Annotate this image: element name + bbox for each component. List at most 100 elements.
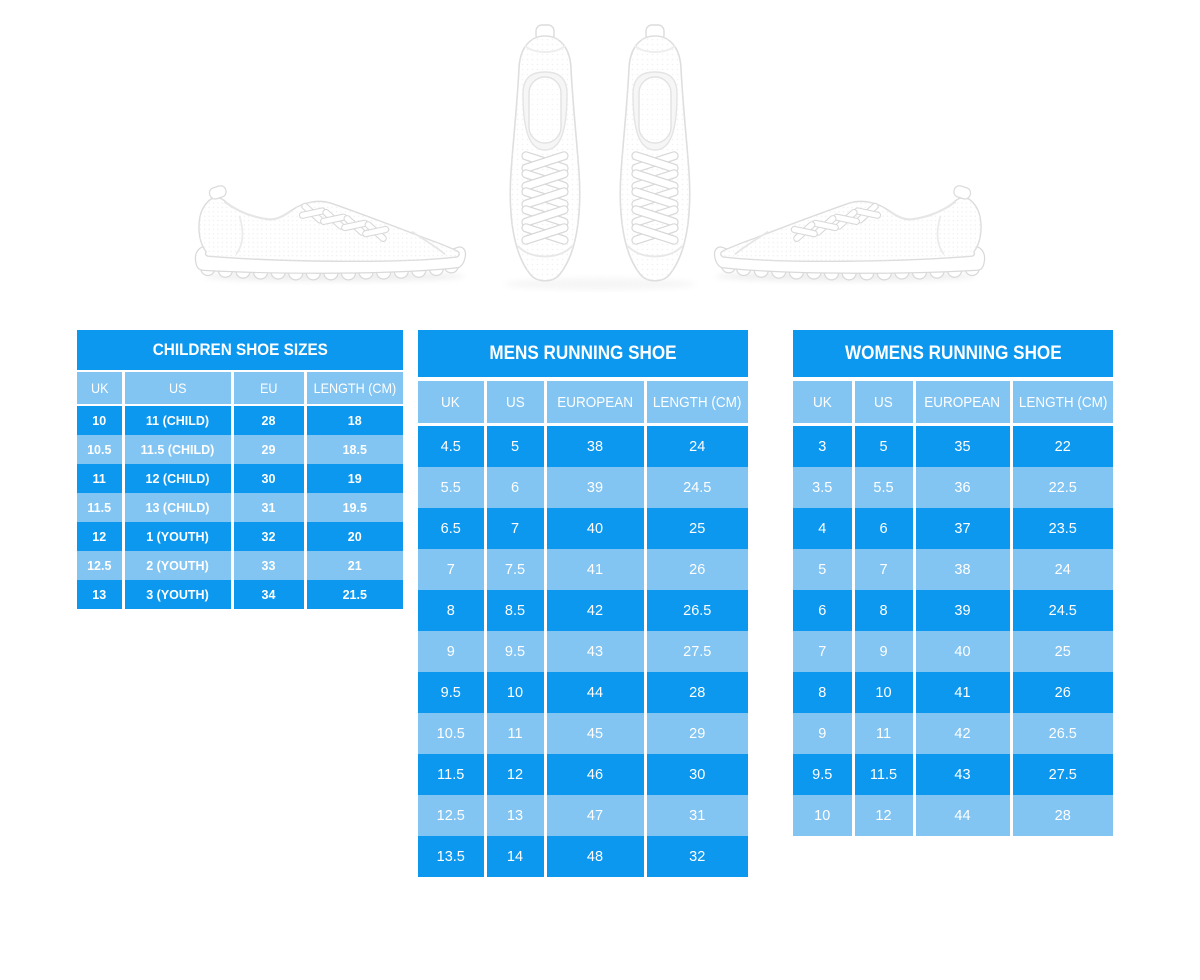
column-header-european: EUROPEAN — [912, 381, 1011, 426]
table-cell: 3.5 — [793, 467, 853, 508]
table-cell: 26.5 — [643, 590, 748, 631]
table-cell: 7 — [851, 549, 914, 590]
table-row: 11 12 (CHILD) 30 19 — [77, 464, 403, 493]
table-cell: 13 (CHILD) — [121, 493, 232, 522]
table-row: 10.5 11 45 29 — [418, 713, 748, 754]
table-cell: 28 — [1009, 795, 1113, 836]
table-row: 10 11 (CHILD) 28 18 — [77, 405, 403, 435]
table-cell: 5.5 — [418, 467, 485, 508]
table-cell: 5 — [851, 424, 914, 467]
table-cell: 10 — [77, 405, 123, 435]
table-cell: 30 — [230, 464, 305, 493]
table-row: 4 6 37 23.5 — [793, 508, 1113, 549]
table-cell: 22 — [1009, 424, 1113, 467]
left-shoe-image — [185, 155, 475, 295]
table-cell: 40 — [543, 508, 645, 549]
column-header-us: US — [483, 381, 545, 426]
table-cell: 9 — [418, 631, 485, 672]
table-row: 9 9.5 43 27.5 — [418, 631, 748, 672]
table-cell: 36 — [912, 467, 1011, 508]
table-cell: 48 — [543, 836, 645, 877]
table-cell: 33 — [230, 551, 305, 580]
column-header-european: EUROPEAN — [543, 381, 645, 426]
column-header-length: LENGTH (CM) — [303, 372, 403, 406]
table-cell: 11.5 — [77, 493, 123, 522]
table-title-text: MENS RUNNING SHOE — [489, 342, 677, 364]
table-cell: 29 — [230, 435, 305, 464]
table-cell: 21.5 — [303, 580, 403, 609]
table-cell: 31 — [643, 795, 748, 836]
column-header-uk: UK — [77, 372, 123, 406]
table-cell: 5.5 — [851, 467, 914, 508]
table-cell: 44 — [543, 672, 645, 713]
table-cell: 27.5 — [643, 631, 748, 672]
table-row: 6.5 7 40 25 — [418, 508, 748, 549]
table-cell: 32 — [643, 836, 748, 877]
table-cell: 7 — [793, 631, 853, 672]
table-cell: 19 — [303, 464, 403, 493]
table-cell: 13 — [77, 580, 123, 609]
table-cell: 24 — [643, 424, 748, 467]
table-cell: 39 — [912, 590, 1011, 631]
table-cell: 10.5 — [77, 435, 123, 464]
table-cell: 38 — [543, 424, 645, 467]
table-cell: 19.5 — [303, 493, 403, 522]
table-cell: 11 — [483, 713, 545, 754]
table-cell: 2 (YOUTH) — [121, 551, 232, 580]
table-cell: 28 — [643, 672, 748, 713]
table-cell: 12.5 — [77, 551, 123, 580]
table-cell: 10.5 — [418, 713, 485, 754]
table-row: 7 7.5 41 26 — [418, 549, 748, 590]
table-cell: 24.5 — [643, 467, 748, 508]
table-cell: 7 — [418, 549, 485, 590]
table-cell: 4 — [793, 508, 853, 549]
table-cell: 41 — [543, 549, 645, 590]
table-row: 11.5 12 46 30 — [418, 754, 748, 795]
table-row: 12.5 2 (YOUTH) 33 21 — [77, 551, 403, 580]
table-cell: 3 (YOUTH) — [121, 580, 232, 609]
table-row: 5.5 6 39 24.5 — [418, 467, 748, 508]
table-cell: 29 — [643, 713, 748, 754]
table-row: 11.5 13 (CHILD) 31 19.5 — [77, 493, 403, 522]
table-row: 8 8.5 42 26.5 — [418, 590, 748, 631]
table-row: 9.5 10 44 28 — [418, 672, 748, 713]
table-cell: 12.5 — [418, 795, 485, 836]
table-cell: 8 — [793, 672, 853, 713]
column-header-length: LENGTH (CM) — [643, 381, 748, 426]
table-cell: 6 — [793, 590, 853, 631]
table-cell: 11 (CHILD) — [121, 405, 232, 435]
table-cell: 10 — [483, 672, 545, 713]
table-cell: 1 (YOUTH) — [121, 522, 232, 551]
table-cell: 6 — [483, 467, 545, 508]
table-title-text: CHILDREN SHOE SIZES — [152, 340, 328, 359]
table-cell: 25 — [643, 508, 748, 549]
table-row: 3.5 5.5 36 22.5 — [793, 467, 1113, 508]
table-cell: 13.5 — [418, 836, 485, 877]
table-cell: 43 — [543, 631, 645, 672]
table-cell: 10 — [851, 672, 914, 713]
table-cell: 9 — [793, 713, 853, 754]
table-cell: 44 — [912, 795, 1011, 836]
column-header-uk: UK — [793, 381, 853, 426]
table-row: 12.5 13 47 31 — [418, 795, 748, 836]
table-cell: 32 — [230, 522, 305, 551]
table-cell: 41 — [912, 672, 1011, 713]
table-row: 12 1 (YOUTH) 32 20 — [77, 522, 403, 551]
table-cell: 18.5 — [303, 435, 403, 464]
header-row: UK US EUROPEAN LENGTH (CM) — [793, 381, 1113, 426]
table-cell: 26 — [643, 549, 748, 590]
table-cell: 35 — [912, 424, 1011, 467]
womens-size-table: WOMENS RUNNING SHOE UK US EUROPEAN LENGT… — [793, 330, 1113, 836]
mens-table: UK US EUROPEAN LENGTH (CM) 4.5 5 38 24 5.5 6 3… — [418, 381, 748, 877]
table-row: 7 9 40 25 — [793, 631, 1113, 672]
table-cell: 21 — [303, 551, 403, 580]
table-cell: 12 (CHILD) — [121, 464, 232, 493]
table-cell: 11 — [851, 713, 914, 754]
table-cell: 46 — [543, 754, 645, 795]
table-cell: 3 — [793, 424, 853, 467]
table-title: CHILDREN SHOE SIZES — [77, 330, 403, 370]
column-header-eu: EU — [230, 372, 305, 406]
table-cell: 26.5 — [1009, 713, 1113, 754]
table-title-text: WOMENS RUNNING SHOE — [844, 342, 1062, 364]
column-header-length: LENGTH (CM) — [1009, 381, 1113, 426]
